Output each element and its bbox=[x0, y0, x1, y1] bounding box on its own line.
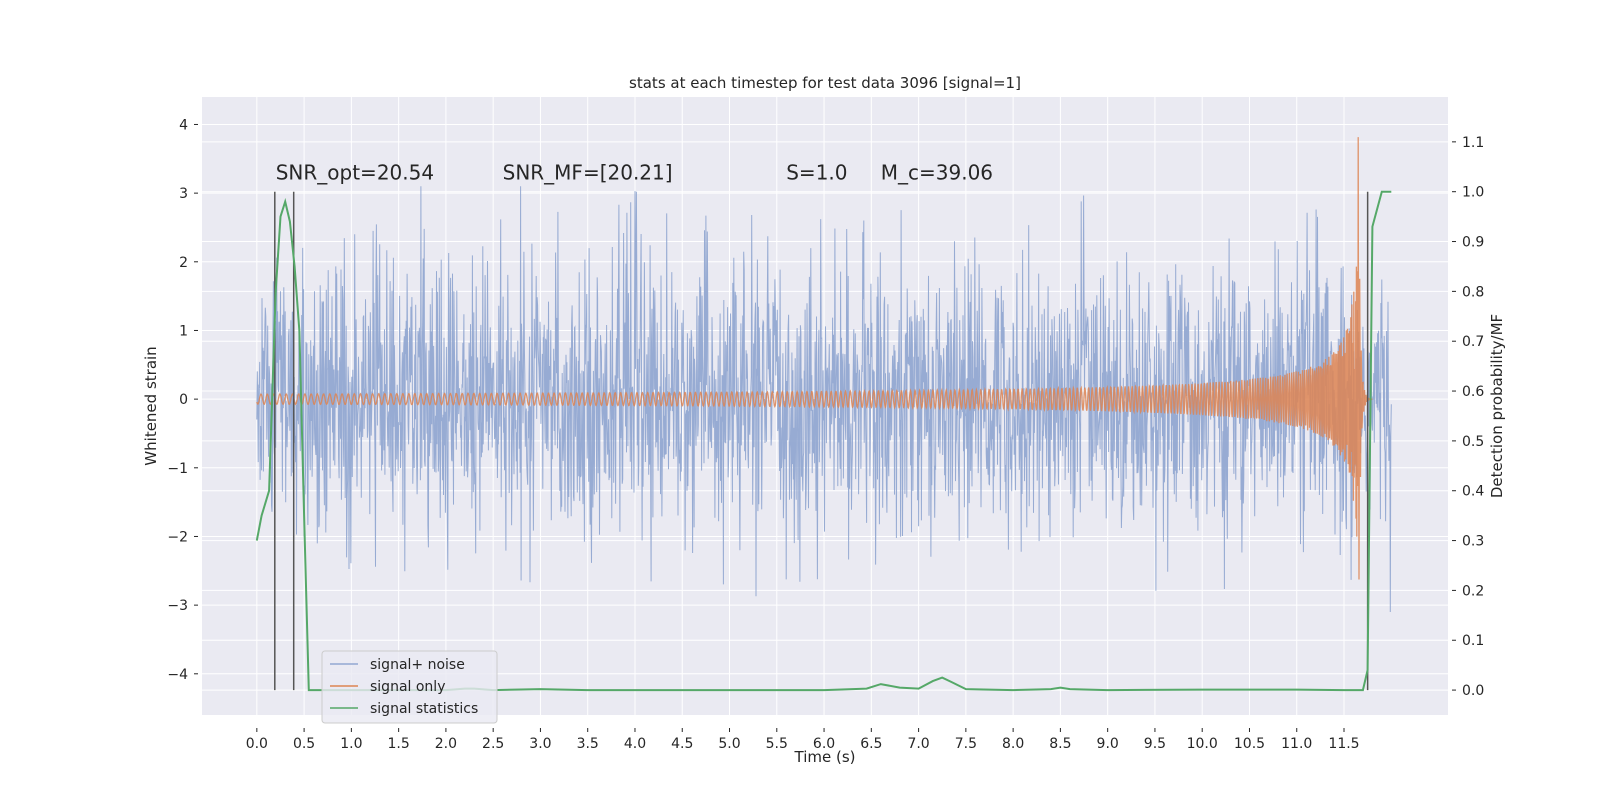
y2-tick-label: 0.9 bbox=[1462, 235, 1484, 251]
y2-tick-label: 0.8 bbox=[1462, 284, 1484, 300]
x-axis-label: Time (s) bbox=[794, 748, 856, 766]
y2-tick-label: 0.5 bbox=[1462, 434, 1484, 450]
series-signal-only bbox=[256, 137, 1373, 580]
legend-label-signal-statistics: signal statistics bbox=[370, 701, 478, 717]
legend: signal+ noise signal only signal statist… bbox=[321, 650, 498, 724]
y2-tick-label: 0.3 bbox=[1462, 534, 1484, 550]
legend-box bbox=[321, 650, 498, 724]
x-tick-label: 9.5 bbox=[1144, 736, 1166, 752]
signal-only-line bbox=[256, 137, 1373, 580]
x-tick-label: 4.0 bbox=[624, 736, 646, 752]
x-tick-label: 0.5 bbox=[293, 736, 315, 752]
x-tick-label: 1.5 bbox=[388, 736, 410, 752]
x-tick-label: 9.0 bbox=[1097, 736, 1119, 752]
x-tick-label: 5.5 bbox=[766, 736, 788, 752]
y2-tick-label: 0.1 bbox=[1462, 633, 1484, 649]
annotation-label: S=1.0 bbox=[786, 160, 847, 184]
annotation-label: SNR_MF=[20.21] bbox=[503, 160, 673, 184]
y-tick-label: −2 bbox=[167, 529, 188, 545]
x-tick-label: 8.0 bbox=[1002, 736, 1024, 752]
y-tick-label: 0 bbox=[179, 392, 188, 408]
y2-tick-label: 0.7 bbox=[1462, 334, 1484, 350]
legend-label-signal-noise: signal+ noise bbox=[370, 657, 465, 673]
x-tick-label: 11.0 bbox=[1281, 736, 1312, 752]
y2-tick-label: 1.0 bbox=[1462, 185, 1484, 201]
x-tick-label: 10.5 bbox=[1234, 736, 1265, 752]
y2-tick-label: 1.1 bbox=[1462, 135, 1484, 151]
y2-axis-label: Detection probability/MF bbox=[1488, 314, 1506, 498]
y-tick-label: 1 bbox=[179, 323, 188, 339]
legend-label-signal-only: signal only bbox=[370, 679, 445, 695]
x-tick-label: 6.5 bbox=[860, 736, 882, 752]
x-tick-label: 0.0 bbox=[246, 736, 268, 752]
y-tick-label: 2 bbox=[179, 255, 188, 271]
x-tick-label: 7.5 bbox=[955, 736, 977, 752]
y-tick-label: −3 bbox=[167, 598, 188, 614]
x-tick-label: 11.5 bbox=[1328, 736, 1359, 752]
chart-title: stats at each timestep for test data 309… bbox=[629, 74, 1021, 92]
y-tick-label: −1 bbox=[167, 461, 188, 477]
series-signal-statistics bbox=[255, 190, 1392, 692]
x-tick-label: 10.0 bbox=[1187, 736, 1218, 752]
annotation-label: SNR_opt=20.54 bbox=[276, 160, 434, 184]
x-tick-label: 4.5 bbox=[671, 736, 693, 752]
x-tick-label: 3.5 bbox=[577, 736, 599, 752]
x-tick-label: 1.0 bbox=[340, 736, 362, 752]
x-tick-label: 7.0 bbox=[907, 736, 929, 752]
x-tick-label: 8.5 bbox=[1049, 736, 1071, 752]
x-tick-label: 5.0 bbox=[718, 736, 740, 752]
y2-tick-label: 0.4 bbox=[1462, 484, 1484, 500]
x-tick-label: 3.0 bbox=[529, 736, 551, 752]
x-tick-label: 2.5 bbox=[482, 736, 504, 752]
signal-statistics-line bbox=[255, 190, 1392, 692]
x-axis-ticks: 0.0 0.5 1.0 1.5 2.0 2.5 3.0 3.5 4.0 4.5 5.0 5.5 6.0 6… bbox=[246, 728, 1360, 752]
series-signal-noise bbox=[256, 186, 1392, 613]
y2-tick-label: 0.6 bbox=[1462, 384, 1484, 400]
y-axis-ticks: −4 −3 −2 −1 0 1 2 3 4 bbox=[167, 117, 198, 683]
x-tick-label: 6.0 bbox=[813, 736, 835, 752]
y-tick-label: 4 bbox=[179, 117, 188, 133]
y-axis-label: Whitened strain bbox=[142, 346, 160, 465]
annotation-label: M_c=39.06 bbox=[881, 160, 993, 184]
y2-tick-label: 0.2 bbox=[1462, 583, 1484, 599]
y-tick-label: −4 bbox=[167, 667, 188, 683]
y-tick-label: 3 bbox=[179, 186, 188, 202]
y2-tick-label: 0.0 bbox=[1462, 683, 1484, 699]
y2-axis-ticks: 0.0 0.1 0.2 0.3 0.4 0.5 0.6 0.7 0.8 0.9 1.0 1.1 bbox=[1452, 135, 1484, 699]
signal-noise-line bbox=[256, 186, 1392, 613]
annotations: SNR_opt=20.54 SNR_MF=[20.21] S=1.0 M_c=39.0… bbox=[276, 160, 993, 184]
x-tick-label: 2.0 bbox=[435, 736, 457, 752]
